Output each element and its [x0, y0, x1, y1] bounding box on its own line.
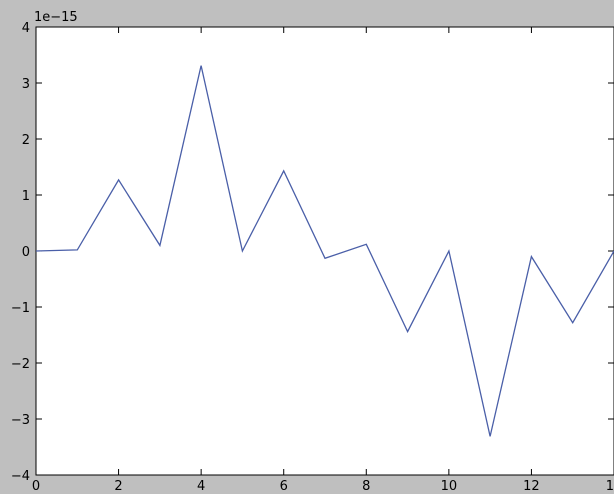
x-tick-label: 2 [114, 479, 122, 494]
y-tick-label: 0 [22, 245, 30, 260]
series-line [35, 65, 614, 437]
x-tick-label: 0 [32, 479, 40, 494]
y-offset-label: 1e−15 [34, 10, 78, 25]
y-tick-label: 2 [22, 133, 30, 148]
x-tick-label: 12 [523, 479, 540, 494]
y-tick-label: 3 [22, 77, 30, 92]
y-tick-label: −2 [11, 357, 30, 372]
axis-tick-labels: 0246810121443210−1−2−3−4 [11, 21, 614, 494]
x-tick-label: 4 [197, 479, 205, 494]
y-tick-label: 1 [22, 189, 30, 204]
y-tick-label: −3 [11, 413, 30, 428]
plot-area [35, 26, 614, 476]
x-tick-label: 8 [362, 479, 370, 494]
y-tick-label: −4 [11, 469, 30, 484]
x-tick-label: 6 [280, 479, 288, 494]
series-layer [35, 65, 614, 437]
y-tick-label: −1 [11, 301, 30, 316]
x-tick-label: 10 [441, 479, 458, 494]
x-tick-label: 14 [606, 479, 614, 494]
y-tick-label: 4 [22, 21, 30, 36]
